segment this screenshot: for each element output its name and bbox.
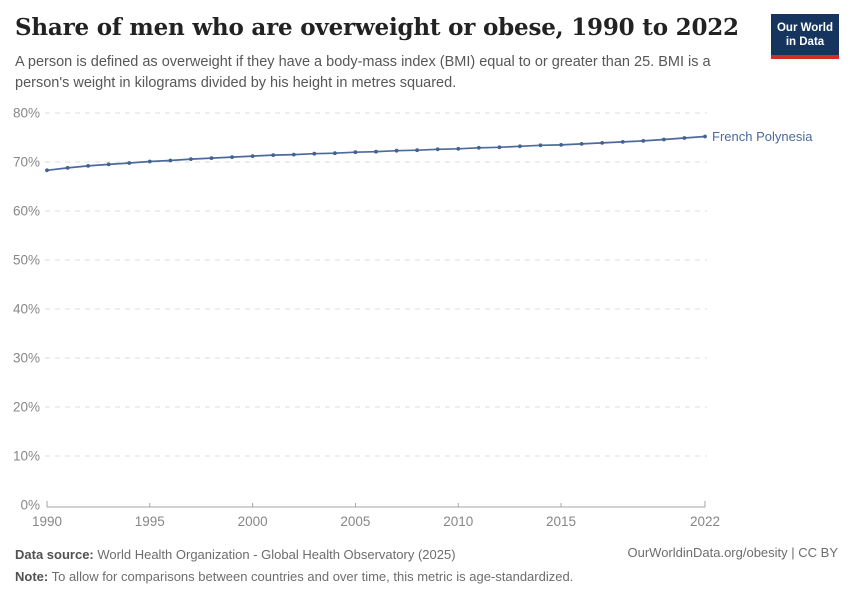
chart-header: Share of men who are overweight or obese… [15,14,839,94]
data-point-2008 [415,148,419,153]
data-point-2016 [579,142,584,146]
x-tick-label-2022: 2022 [690,514,720,529]
y-tick-label-70: 70% [13,155,40,170]
x-tick-label-1990: 1990 [32,514,62,529]
y-tick-label-30: 30% [13,351,40,366]
line-chart: 0% 10% 20% 30% 40% 50% 60% 70% 80% 1990 1995 2000 20… [13,106,813,530]
data-point-2012 [497,145,502,150]
data-point-2017 [600,141,605,145]
x-tick-label-2000: 2000 [238,514,268,529]
x-tick-label-2010: 2010 [443,514,473,529]
y-tick-label-0: 0% [20,498,40,513]
data-point-1998 [209,156,214,160]
data-point-2002 [291,152,296,157]
x-tick-label-2005: 2005 [340,514,370,529]
chart-title: Share of men who are overweight or obese… [15,14,739,41]
y-tick-label-20: 20% [13,400,40,415]
y-tick-label-10: 10% [13,449,40,464]
owid-logo-line1: Our World [776,22,833,34]
x-tick-label-1995: 1995 [135,514,165,529]
data-point-1995 [147,159,152,164]
data-point-1996 [168,158,173,163]
data-point-2014 [538,143,543,148]
data-point-2018 [620,140,625,144]
data-point-1991 [65,166,70,170]
data-point-1993 [106,162,111,167]
owid-logo: Our World in Data [771,14,839,59]
data-point-2022 [703,134,707,139]
data-point-2013 [518,144,522,149]
data-source-value: World Health Organization - Global Healt… [97,547,456,562]
data-point-2001 [271,153,276,157]
data-point-2003 [312,151,317,156]
data-point-1994 [127,161,132,165]
x-tick-label-2015: 2015 [546,514,576,529]
chart-subtitle: A person is defined as overweight if the… [15,54,711,92]
data-point-2019 [641,139,646,143]
data-point-1992 [86,164,90,168]
title-block: Share of men who are overweight or obese… [15,14,739,94]
note-value: To allow for comparisons between countri… [51,569,574,585]
data-point-1999 [230,155,235,159]
data-point-2020 [662,137,666,142]
y-tick-label-50: 50% [13,253,40,268]
note-line: Note: To allow for comparisons between c… [15,566,573,588]
data-point-2000 [250,154,255,158]
entity-label: French Polynesia [712,129,813,144]
data-point-2005 [353,150,358,155]
data-point-2009 [435,147,440,152]
data-point-1997 [189,157,193,161]
data-source-label: Data source: [15,547,94,562]
data-point-2021 [682,136,687,140]
data-point-2011 [476,145,481,150]
data-point-2006 [374,149,378,154]
y-tick-label-60: 60% [13,204,40,219]
data-point-2015 [559,143,563,147]
y-tick-label-80: 80% [13,106,40,121]
y-tick-label-40: 40% [13,302,40,317]
chart-footer: Data source: World Health Organization -… [15,544,838,589]
data-point-2010 [456,146,461,151]
attribution: OurWorldinData.org/obesity | CC BY [627,545,839,560]
data-source-line: Data source: World Health Organization -… [15,544,573,566]
note-label: Note: [15,569,49,585]
data-point-2007 [394,148,399,153]
data-point-1990 [45,168,49,173]
owid-logo-line2: in Data [785,36,825,49]
data-point-2004 [333,151,337,156]
footer-left: Data source: World Health Organization -… [15,544,573,589]
